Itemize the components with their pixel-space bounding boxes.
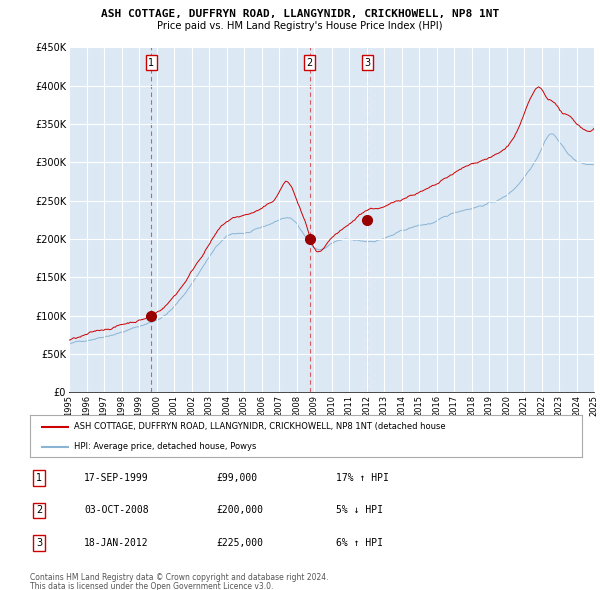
Text: 2: 2 (307, 58, 313, 67)
Text: Price paid vs. HM Land Registry's House Price Index (HPI): Price paid vs. HM Land Registry's House … (157, 21, 443, 31)
Text: 1: 1 (36, 473, 42, 483)
Text: This data is licensed under the Open Government Licence v3.0.: This data is licensed under the Open Gov… (30, 582, 274, 590)
Text: HPI: Average price, detached house, Powys: HPI: Average price, detached house, Powy… (74, 442, 257, 451)
Text: 03-OCT-2008: 03-OCT-2008 (84, 506, 149, 515)
Text: 3: 3 (36, 538, 42, 548)
Text: 1: 1 (148, 58, 154, 67)
Text: ASH COTTAGE, DUFFRYN ROAD, LLANGYNIDR, CRICKHOWELL, NP8 1NT (detached house: ASH COTTAGE, DUFFRYN ROAD, LLANGYNIDR, C… (74, 422, 446, 431)
Text: 2: 2 (36, 506, 42, 515)
Text: Contains HM Land Registry data © Crown copyright and database right 2024.: Contains HM Land Registry data © Crown c… (30, 573, 329, 582)
Text: 17-SEP-1999: 17-SEP-1999 (84, 473, 149, 483)
Text: 3: 3 (364, 58, 370, 67)
Text: £99,000: £99,000 (216, 473, 257, 483)
Text: 6% ↑ HPI: 6% ↑ HPI (336, 538, 383, 548)
Text: 18-JAN-2012: 18-JAN-2012 (84, 538, 149, 548)
Text: 17% ↑ HPI: 17% ↑ HPI (336, 473, 389, 483)
Text: £225,000: £225,000 (216, 538, 263, 548)
Text: £200,000: £200,000 (216, 506, 263, 515)
Text: ASH COTTAGE, DUFFRYN ROAD, LLANGYNIDR, CRICKHOWELL, NP8 1NT: ASH COTTAGE, DUFFRYN ROAD, LLANGYNIDR, C… (101, 9, 499, 19)
Text: 5% ↓ HPI: 5% ↓ HPI (336, 506, 383, 515)
